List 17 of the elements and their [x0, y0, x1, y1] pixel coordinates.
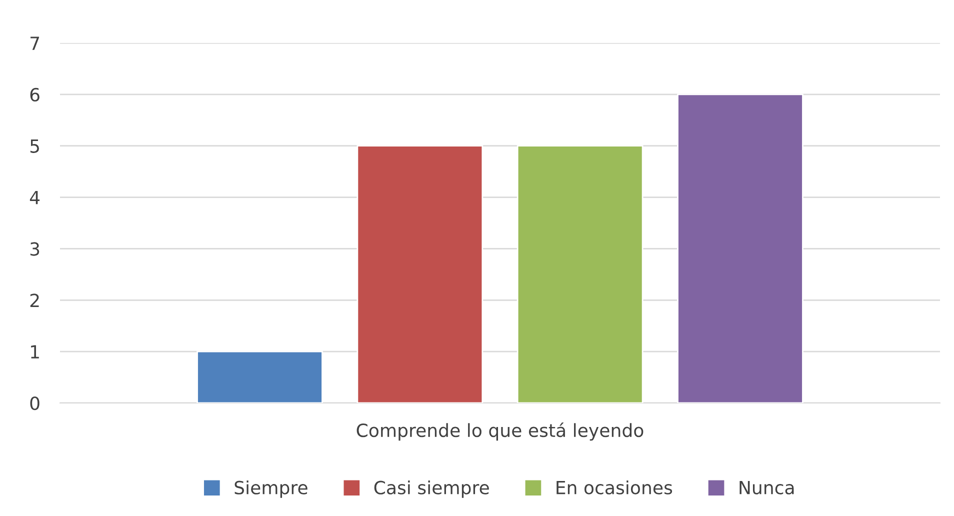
y-tick-label: 4 — [30, 190, 40, 204]
y-tick-label: 3 — [30, 242, 40, 256]
y-tick-label: 2 — [30, 294, 39, 308]
bar — [196, 350, 323, 403]
bar — [516, 145, 644, 403]
y-tick-label: 7 — [30, 36, 40, 50]
legend-label: Casi siempre — [374, 480, 489, 498]
y-tick-label: 6 — [30, 88, 40, 102]
legend-label: Nunca — [740, 481, 794, 494]
legend-label: Siempre — [234, 480, 308, 498]
y-tick-label: 0 — [30, 396, 40, 410]
bar — [677, 94, 804, 403]
y-tick-label: 1 — [31, 345, 39, 358]
x-tick-label: Comprende lo que está leyendo — [356, 422, 644, 441]
legend-label: En ocasiones — [556, 480, 672, 494]
bar — [356, 145, 484, 403]
y-tick-label: 5 — [30, 140, 39, 153]
